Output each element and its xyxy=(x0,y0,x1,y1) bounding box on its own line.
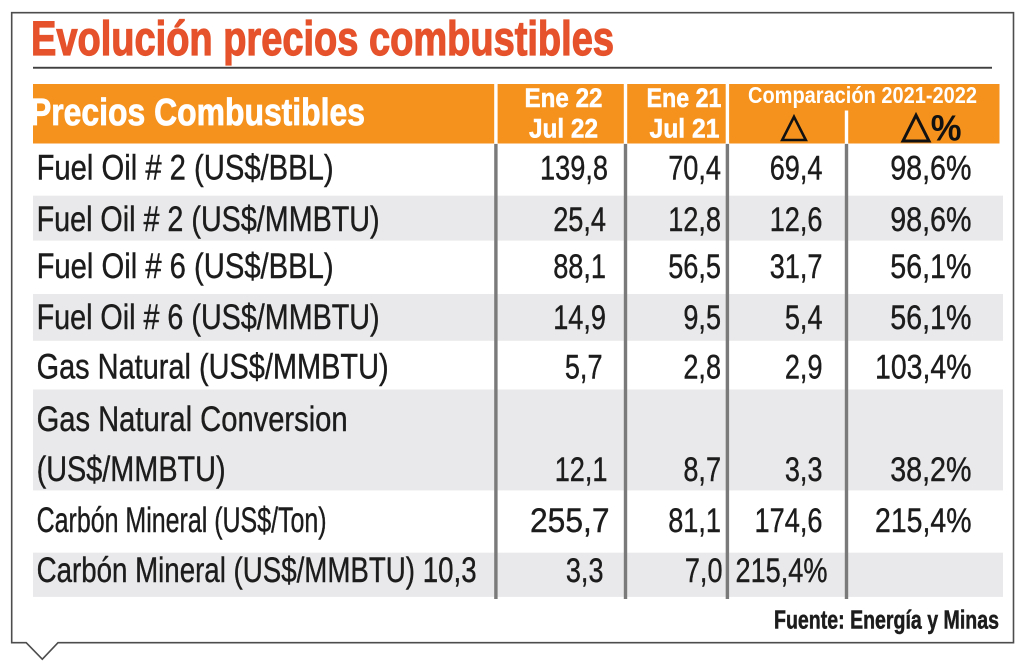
svg-text:38,2%: 38,2% xyxy=(890,451,971,489)
svg-text:3,3: 3,3 xyxy=(566,552,604,590)
svg-text:215,4%: 215,4% xyxy=(875,502,972,540)
svg-text:9,5: 9,5 xyxy=(683,299,721,337)
svg-text:2,9: 2,9 xyxy=(785,348,823,386)
svg-text:2,8: 2,8 xyxy=(683,348,721,386)
svg-text:Ene 22: Ene 22 xyxy=(525,83,603,113)
svg-text:174,6: 174,6 xyxy=(755,502,823,540)
svg-text:Fuel Oil # 6 (US$/MMBTU): Fuel Oil # 6 (US$/MMBTU) xyxy=(37,298,380,337)
svg-text:Gas Natural (US$/MMBTU): Gas Natural (US$/MMBTU) xyxy=(37,347,389,386)
svg-text:255,7: 255,7 xyxy=(530,502,610,540)
svg-text:Jul 22: Jul 22 xyxy=(529,113,598,143)
svg-text:81,1: 81,1 xyxy=(668,502,721,540)
svg-text:Precios Combustibles: Precios Combustibles xyxy=(30,92,365,134)
svg-text:139,8: 139,8 xyxy=(540,150,608,188)
svg-text:12,6: 12,6 xyxy=(770,201,823,239)
svg-text:5,7: 5,7 xyxy=(565,348,603,386)
svg-text:Ene 21: Ene 21 xyxy=(647,83,722,113)
svg-text:215,4%: 215,4% xyxy=(736,552,828,590)
svg-text:(US$/MMBTU): (US$/MMBTU) xyxy=(37,450,226,489)
svg-text:Comparación 2021-2022: Comparación 2021-2022 xyxy=(748,82,977,108)
svg-text:56,1%: 56,1% xyxy=(890,248,971,286)
svg-text:25,4: 25,4 xyxy=(553,201,606,239)
svg-text:Fuente: Energía y Minas: Fuente: Energía y Minas xyxy=(774,605,999,635)
svg-text:Fuel Oil # 6 (US$/BBL): Fuel Oil # 6 (US$/BBL) xyxy=(37,247,334,286)
svg-text:56,5: 56,5 xyxy=(668,248,721,286)
svg-text:%: % xyxy=(931,108,962,149)
svg-text:69,4: 69,4 xyxy=(770,150,823,188)
svg-text:7,0: 7,0 xyxy=(685,552,723,590)
svg-text:Evolución precios combustibles: Evolución precios combustibles xyxy=(31,13,614,66)
svg-text:3,3: 3,3 xyxy=(785,451,823,489)
svg-text:12,8: 12,8 xyxy=(668,201,721,239)
svg-text:Fuel Oil # 2 (US$/BBL): Fuel Oil # 2 (US$/BBL) xyxy=(37,149,334,188)
svg-text:Carbón Mineral (US$/MMBTU) 10,: Carbón Mineral (US$/MMBTU) 10,3 xyxy=(37,551,477,590)
svg-text:Jul 21: Jul 21 xyxy=(650,113,720,143)
svg-text:14,9: 14,9 xyxy=(553,299,606,337)
svg-text:12,1: 12,1 xyxy=(555,451,608,489)
svg-text:8,7: 8,7 xyxy=(683,451,721,489)
svg-text:103,4%: 103,4% xyxy=(875,348,972,386)
svg-text:31,7: 31,7 xyxy=(770,248,823,286)
svg-text:5,4: 5,4 xyxy=(785,299,823,337)
svg-text:Gas Natural Conversion: Gas Natural Conversion xyxy=(37,400,348,439)
svg-text:98,6%: 98,6% xyxy=(890,201,971,239)
svg-text:88,1: 88,1 xyxy=(553,248,606,286)
svg-text:56,1%: 56,1% xyxy=(890,299,971,337)
svg-text:70,4: 70,4 xyxy=(668,150,721,188)
svg-text:98,6%: 98,6% xyxy=(890,150,971,188)
svg-text:Carbón Mineral (US$/Ton): Carbón Mineral (US$/Ton) xyxy=(37,501,327,540)
svg-text:Fuel Oil # 2 (US$/MMBTU): Fuel Oil # 2 (US$/MMBTU) xyxy=(37,200,380,239)
